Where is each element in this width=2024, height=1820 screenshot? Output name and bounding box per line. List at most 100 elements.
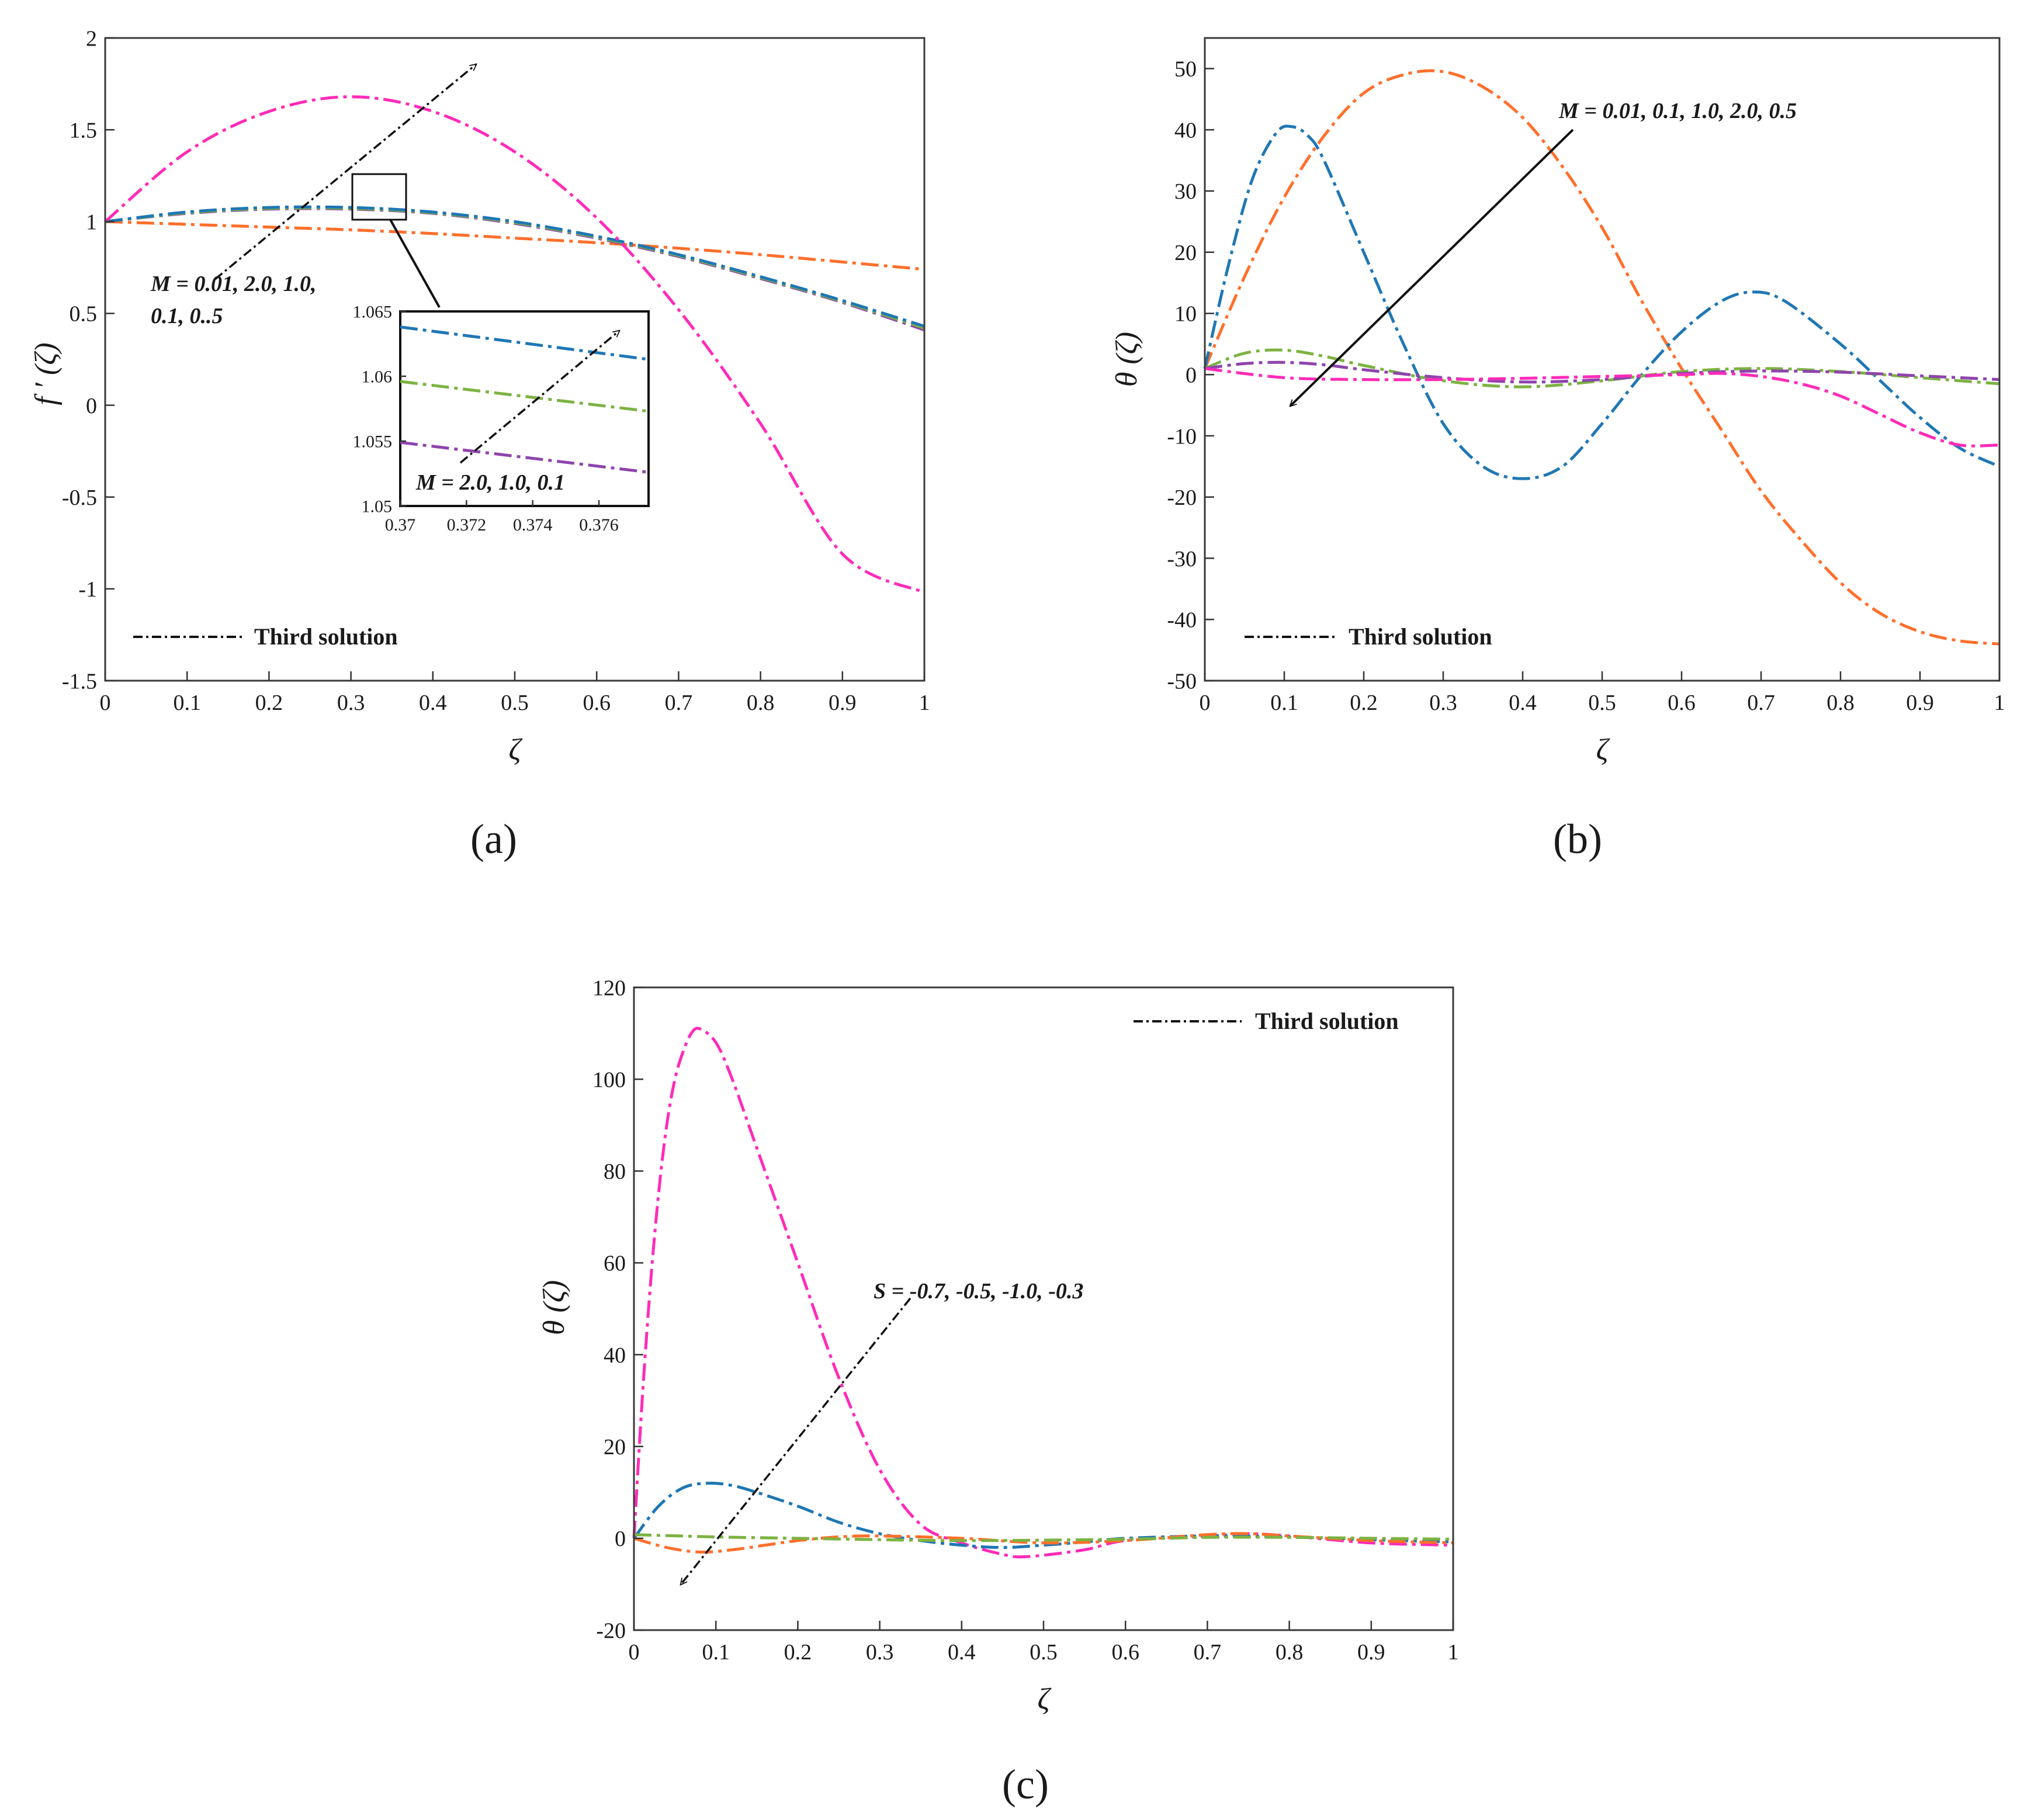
- y-tick-label: 40: [1174, 118, 1197, 143]
- x-tick-label: 0.3: [1429, 691, 1457, 715]
- series-line-S-1_0: [633, 1532, 1454, 1554]
- x-tick-label: 1: [919, 691, 930, 715]
- panel-c-plot-frame: [633, 986, 1454, 1631]
- x-tick-label: 0.4: [419, 691, 447, 715]
- x-tick-label: 0: [1200, 691, 1211, 715]
- panel-b-label: (b): [1553, 816, 1602, 862]
- x-tick-label: 0.6: [1668, 691, 1696, 715]
- panel-b-y-label: θ (ζ): [1110, 332, 1143, 387]
- panel-a-inset-frame: [399, 310, 650, 507]
- x-tick-label: 0: [629, 1640, 640, 1665]
- y-tick-label: 0.5: [70, 302, 98, 327]
- x-tick-label: 0.1: [173, 691, 201, 715]
- x-tick-label: 0.8: [747, 691, 775, 715]
- panel-c: 0 0.1 0.2 0.3 0.4 0.5 0.6 0.7 0.8 0.9 1 -200204060…: [538, 976, 1459, 1808]
- panel-a-inset-annotation: M = 2.0, 1.0, 0.1: [415, 470, 565, 495]
- panel-a-zoom-box: [351, 173, 407, 221]
- series-line-M0_5: [1204, 367, 2000, 448]
- series-line-M0_5: [104, 95, 926, 594]
- y-tick-label: 0: [1186, 363, 1197, 387]
- x-tick-label: 0.7: [1194, 1640, 1222, 1665]
- x-tick-label: 0.5: [1030, 1640, 1058, 1665]
- y-tick-label: 0: [615, 1527, 626, 1551]
- panel-a-zoom-pointer: [389, 219, 441, 308]
- x-tick-label: 0.7: [665, 691, 693, 715]
- y-tick-label: 2: [86, 26, 97, 51]
- y-tick-label: 100: [592, 1067, 626, 1092]
- y-tick-label: -20: [1167, 486, 1197, 510]
- panel-b-legend-label: Third solution: [1349, 623, 1492, 650]
- panel-a-inset: 0.37 0.372 0.374 0.376 1.05 1.055 1.06 1.065 M…: [353, 303, 650, 535]
- series-line-M0_1: [105, 205, 925, 328]
- series-line-S-0_5: [633, 1481, 1454, 1549]
- panel-a-inset-curves: [400, 325, 649, 474]
- x-tick-label: 0.5: [1588, 691, 1616, 715]
- x-tick-label: 0.3: [337, 691, 365, 715]
- y-tick-label: 120: [592, 976, 626, 1000]
- panel-a-legend-label: Third solution: [254, 623, 398, 650]
- panel-a-trend-arrow: [214, 64, 476, 280]
- x-tick-label: 0.9: [829, 691, 857, 715]
- x-tick-label: 0.9: [1906, 691, 1934, 715]
- y-tick-label: 50: [1174, 57, 1197, 82]
- x-tick-label: 0.9: [1357, 1640, 1385, 1665]
- panel-c-label: (c): [1002, 1761, 1049, 1808]
- x-tick-label: 0.8: [1827, 691, 1855, 715]
- panel-a-x-label: ζ: [508, 733, 522, 767]
- x-tick-label: 0.1: [702, 1640, 730, 1665]
- x-tick-label: 0: [100, 691, 111, 715]
- panel-c-legend-label: Third solution: [1255, 1008, 1399, 1034]
- y-tick-label: 1.065: [353, 303, 393, 322]
- y-tick-label: 40: [604, 1343, 626, 1368]
- x-tick-label: 0.6: [583, 691, 611, 715]
- y-tick-label: -1.5: [62, 669, 97, 694]
- panel-a: 0 0.1 0.2 0.3 0.4 0.5 0.6 0.7 0.8 0.9 1 -1.5 -1 -0.5…: [29, 26, 930, 862]
- panel-c-x-label: ζ: [1037, 1683, 1051, 1716]
- x-tick-label: 0.374: [513, 515, 553, 535]
- y-tick-label: -20: [596, 1618, 626, 1643]
- panel-a-curves: [104, 95, 926, 594]
- series-line-M1_0: [105, 206, 925, 330]
- series-line-M0_1: [1203, 124, 2001, 480]
- series-line-M1_0: [400, 380, 649, 413]
- y-tick-label: 20: [604, 1435, 626, 1460]
- series-line-M2_0: [400, 441, 649, 474]
- x-tick-label: 1: [1448, 1640, 1459, 1665]
- panel-c-y-ticks: -20 0 20 40 60 80 100 120: [592, 976, 643, 1643]
- x-tick-label: 0.4: [948, 1640, 976, 1665]
- x-tick-label: 0.1: [1270, 691, 1298, 715]
- y-tick-label: 1.055: [353, 432, 393, 452]
- y-tick-label: -1: [78, 577, 97, 602]
- panel-a-annotation-line-2: 0.1, 0..5: [151, 304, 223, 328]
- x-tick-label: 0.37: [385, 515, 416, 535]
- panel-b-trend-arrow: [1290, 129, 1574, 406]
- series-line-M0_01: [1203, 69, 2000, 646]
- y-tick-label: 10: [1174, 302, 1197, 327]
- y-tick-label: 1.5: [70, 118, 98, 143]
- panel-b-curves: [1203, 69, 2001, 646]
- y-tick-label: 60: [604, 1252, 626, 1276]
- x-tick-label: 0.376: [579, 515, 619, 535]
- panel-a-y-label: f ′ (ζ): [29, 342, 63, 405]
- panel-b-x-label: ζ: [1596, 733, 1610, 767]
- x-tick-label: 0.2: [784, 1640, 812, 1665]
- x-tick-label: 0.4: [1509, 691, 1537, 715]
- panel-c-y-label: θ (ζ): [538, 1280, 571, 1335]
- panel-b: 0 0.1 0.2 0.3 0.4 0.5 0.6 0.7 0.8 0.9 1 -50-40-30-…: [1110, 37, 2005, 862]
- panel-c-trend-arrow: [681, 1297, 912, 1585]
- panel-a-y-ticks: -1.5 -1 -0.5 0 0.5 1 1.5 2: [62, 26, 115, 694]
- x-tick-label: 0.372: [447, 515, 487, 535]
- x-tick-label: 0.5: [501, 691, 529, 715]
- x-tick-label: 0.2: [1350, 691, 1378, 715]
- panel-a-inset-y-ticks: 1.05 1.055 1.06 1.065: [353, 303, 406, 516]
- y-tick-label: -30: [1167, 547, 1197, 571]
- panel-b-y-ticks: -50 -40 -30 -20 -10 0 10 20 30 40 50: [1167, 57, 1214, 694]
- panel-c-curves: [632, 1027, 1454, 1559]
- y-tick-label: 80: [604, 1160, 626, 1184]
- panel-a-label: (a): [470, 816, 517, 862]
- panel-c-annotation: S = -0.7, -0.5, -1.0, -0.3: [874, 1279, 1083, 1304]
- y-tick-label: 0: [86, 394, 97, 418]
- panel-a-x-ticks: 0 0.1 0.2 0.3 0.4 0.5 0.6 0.7 0.8 0.9 1: [100, 671, 930, 715]
- x-tick-label: 0.8: [1276, 1640, 1304, 1665]
